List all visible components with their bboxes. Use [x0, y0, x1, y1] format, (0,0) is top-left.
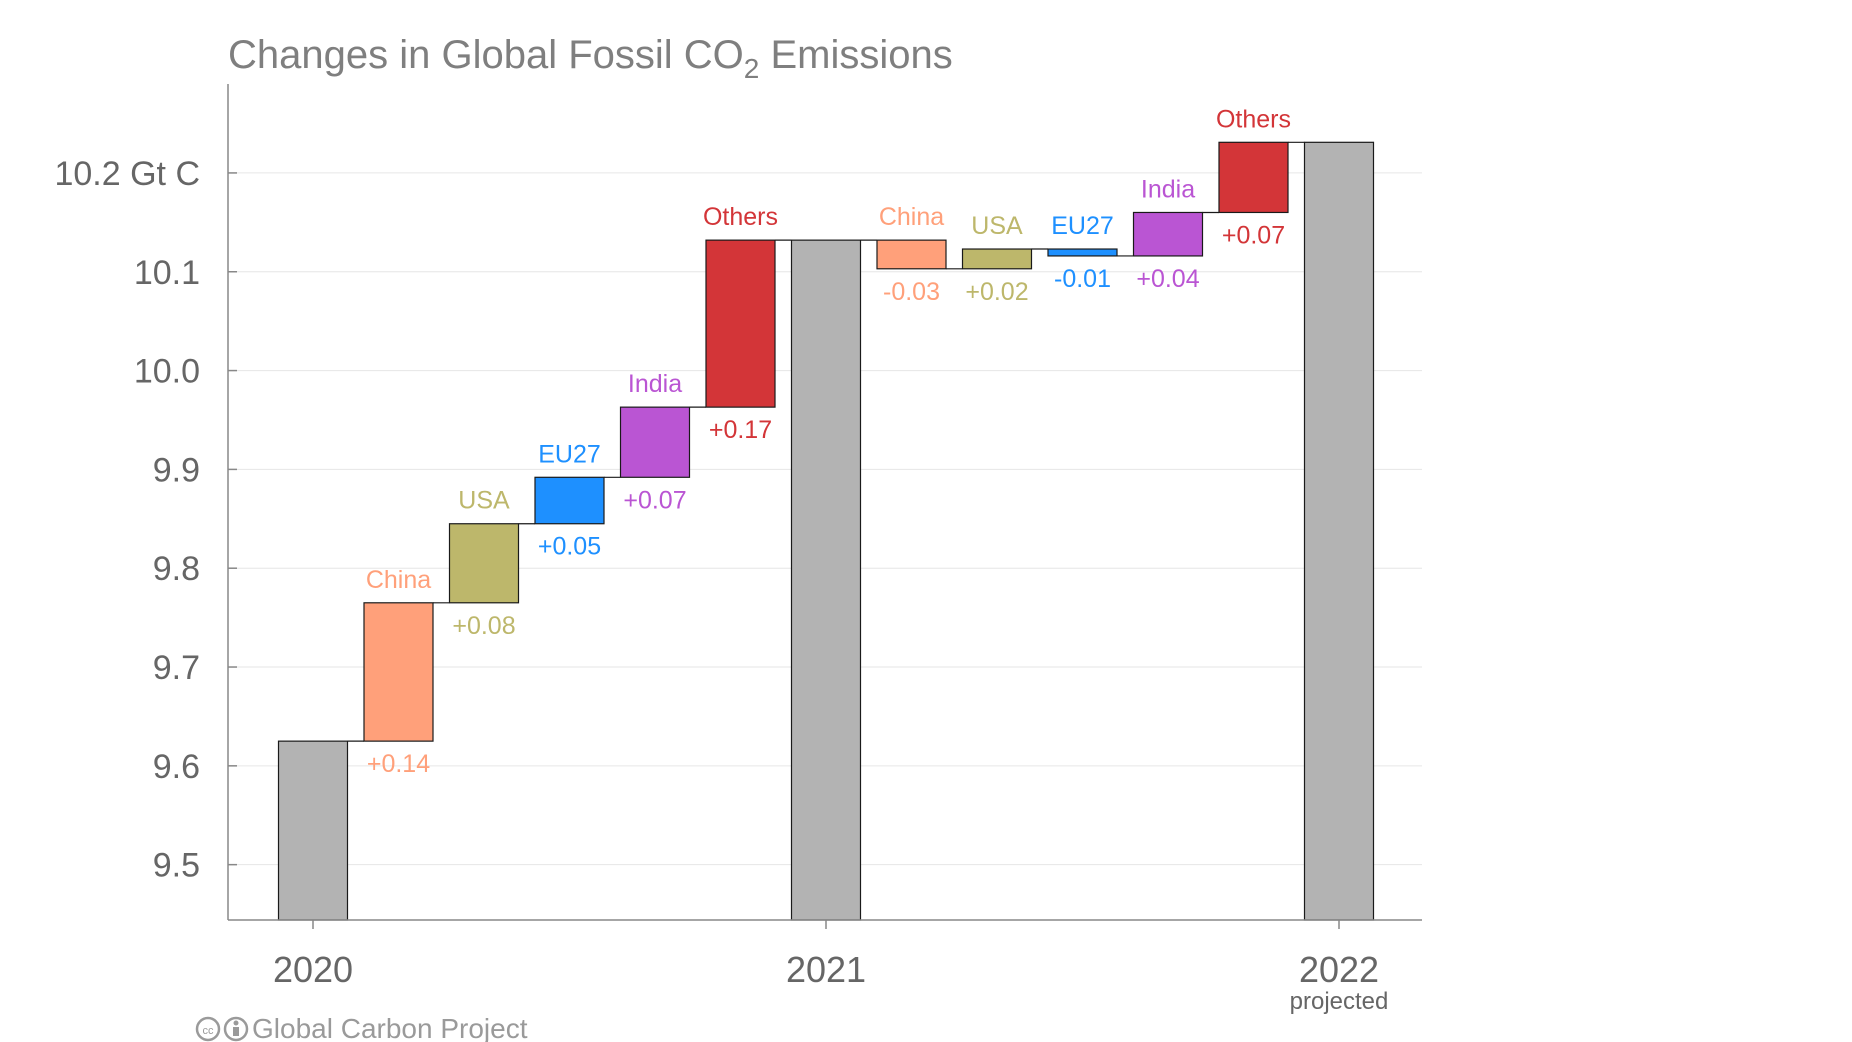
credit-text: Global Carbon Project: [252, 1013, 528, 1042]
bar-value-label: +0.05: [538, 533, 601, 561]
x-tick-sublabel: projected: [1290, 988, 1389, 1015]
y-tick-label: 9.8: [153, 550, 200, 588]
bar-name-label: Others: [703, 203, 778, 231]
chart-title-subscript: 2: [744, 53, 760, 84]
creative-commons-icon: cc: [195, 1016, 221, 1042]
change-bar: [619, 406, 691, 478]
bars: [277, 141, 1375, 921]
total-bar: [1303, 141, 1375, 921]
bar-value-label: +0.07: [1222, 221, 1285, 249]
total-bar: [790, 239, 862, 921]
bar-value-label: +0.08: [452, 612, 515, 640]
bar-value-label: +0.14: [367, 750, 430, 778]
bar-name-label: Others: [1216, 105, 1291, 133]
axes: 9.5 9.6 9.7 9.8 9.9 10.0 10.1 10.2 Gt C 2020 2021…: [54, 84, 1422, 1015]
y-tick-label: 9.9: [153, 451, 200, 489]
bar-name-label: USA: [458, 487, 510, 515]
bar-value-label: +0.17: [709, 416, 772, 444]
y-tick-label: 10.0: [134, 353, 200, 391]
y-tick-label: 9.5: [153, 847, 200, 885]
change-bar: [876, 239, 947, 270]
y-tick-label: 10.1: [134, 254, 200, 292]
change-bar: [1047, 248, 1118, 257]
bar-name-label: China: [879, 203, 944, 231]
bar-name-label: USA: [971, 212, 1023, 240]
bar-value-label: -0.03: [883, 278, 940, 306]
bar-value-label: +0.07: [623, 486, 686, 514]
bar-labels: China +0.14 USA +0.08 EU27 +0.05 India +0.07 Oth…: [366, 105, 1291, 778]
x-tick-label: 2021: [786, 949, 866, 990]
change-bar: [1218, 141, 1289, 214]
change-bar: [961, 248, 1033, 270]
bar-name-label: EU27: [538, 440, 601, 468]
bar-name-label: EU27: [1051, 212, 1114, 240]
bar-value-label: -0.01: [1054, 265, 1111, 293]
bar-name-label: India: [1141, 175, 1195, 203]
attribution-icon: [223, 1016, 249, 1042]
bar-value-label: +0.02: [965, 278, 1028, 306]
svg-text:cc: cc: [203, 1025, 215, 1037]
change-bar: [448, 523, 520, 604]
y-tick-label: 9.6: [153, 748, 200, 786]
chart-title-suffix: Emissions: [759, 33, 952, 77]
x-tick-label: 2020: [273, 949, 353, 990]
x-tick-label: 2022: [1299, 949, 1379, 990]
credit: cc Global Carbon Project: [195, 1013, 528, 1042]
change-bar: [363, 602, 434, 742]
total-bar: [277, 740, 349, 921]
bar-value-label: +0.04: [1136, 265, 1199, 293]
bar-name-label: India: [628, 370, 682, 398]
y-tick-label: 9.7: [153, 649, 200, 687]
chart-title-main: Changes in Global Fossil CO: [228, 33, 744, 77]
change-bar: [1132, 211, 1204, 257]
change-bar: [534, 476, 605, 525]
bar-name-label: China: [366, 566, 431, 594]
change-bar: [705, 239, 776, 408]
bar-connectors: [347, 141, 1305, 742]
y-tick-label: 10.2 Gt C: [54, 155, 200, 193]
chart-title: Changes in Global Fossil CO2 Emissions: [228, 33, 953, 84]
